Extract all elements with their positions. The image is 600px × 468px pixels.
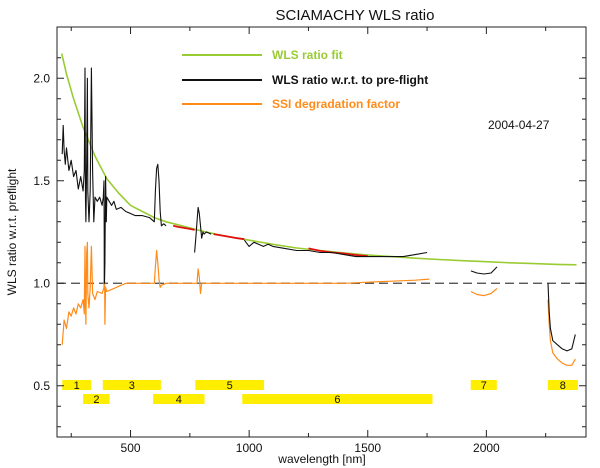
- series-line-ratio-red-2: [213, 233, 245, 241]
- band-bar-2: [83, 394, 110, 404]
- band-label-2: 2: [93, 394, 99, 406]
- band-label-6: 6: [334, 394, 340, 406]
- legend-label-fit: WLS ratio fit: [272, 48, 343, 62]
- legend-label-ratio: WLS ratio w.r.t. to pre-flight: [272, 73, 428, 87]
- series-group: [60, 53, 577, 366]
- y-axis-label: WLS ratio w.r.t. preflight: [5, 168, 19, 295]
- band-bar-5: [195, 380, 265, 390]
- series-line-ratio-4: [470, 266, 498, 275]
- band-label-4: 4: [176, 394, 182, 406]
- detector-bands: 1 2 3 4 5 6 7 8: [62, 380, 578, 406]
- legend: WLS ratio fit WLS ratio w.r.t. to pre-fl…: [182, 48, 428, 111]
- band-bar-1: [62, 380, 92, 390]
- series-line-ssi-3: [547, 299, 576, 366]
- y-tick-label-0.5: 0.5: [33, 379, 50, 393]
- band-label-7: 7: [481, 380, 487, 392]
- series-line-fit: [60, 53, 577, 266]
- chart-title: SCIAMACHY WLS ratio: [276, 7, 435, 24]
- plot-frame: [56, 26, 587, 438]
- x-tick-label-500: 500: [121, 441, 141, 455]
- series-line-ratio-5: [547, 283, 576, 352]
- x-tick-label-1000: 1000: [236, 441, 263, 455]
- series-line-ratio-1: [61, 67, 167, 284]
- y-tick-label-1: 1.0: [33, 276, 50, 290]
- band-bar-8: [547, 380, 578, 390]
- band-label-3: 3: [129, 380, 135, 392]
- series-line-ssi-2: [470, 287, 498, 297]
- x-tick-label-2000: 2000: [473, 441, 500, 455]
- y-tick-label-2: 2.0: [33, 71, 50, 85]
- series-line-ratio-2: [194, 206, 212, 253]
- x-tick-label-1500: 1500: [354, 441, 381, 455]
- x-axis-label: wavelength [nm]: [277, 452, 365, 466]
- y-tick-label-1.5: 1.5: [33, 174, 50, 188]
- series-line-ssi-1: [61, 241, 430, 345]
- series-line-ratio-red-1: [172, 224, 195, 231]
- band-bar-6: [242, 394, 433, 404]
- series-line-ratio-3: [243, 239, 428, 258]
- date-label: 2004-04-27: [488, 118, 550, 132]
- axes-group: 500 1000 1500 2000 0.5 1.0 1.5 2.0: [33, 27, 586, 455]
- band-bar-4: [153, 394, 205, 404]
- band-label-1: 1: [74, 380, 80, 392]
- band-label-5: 5: [227, 380, 233, 392]
- legend-label-ssi: SSI degradation factor: [272, 97, 400, 111]
- band-label-8: 8: [560, 380, 566, 392]
- band-bar-3: [102, 380, 161, 390]
- band-bar-7: [470, 380, 497, 390]
